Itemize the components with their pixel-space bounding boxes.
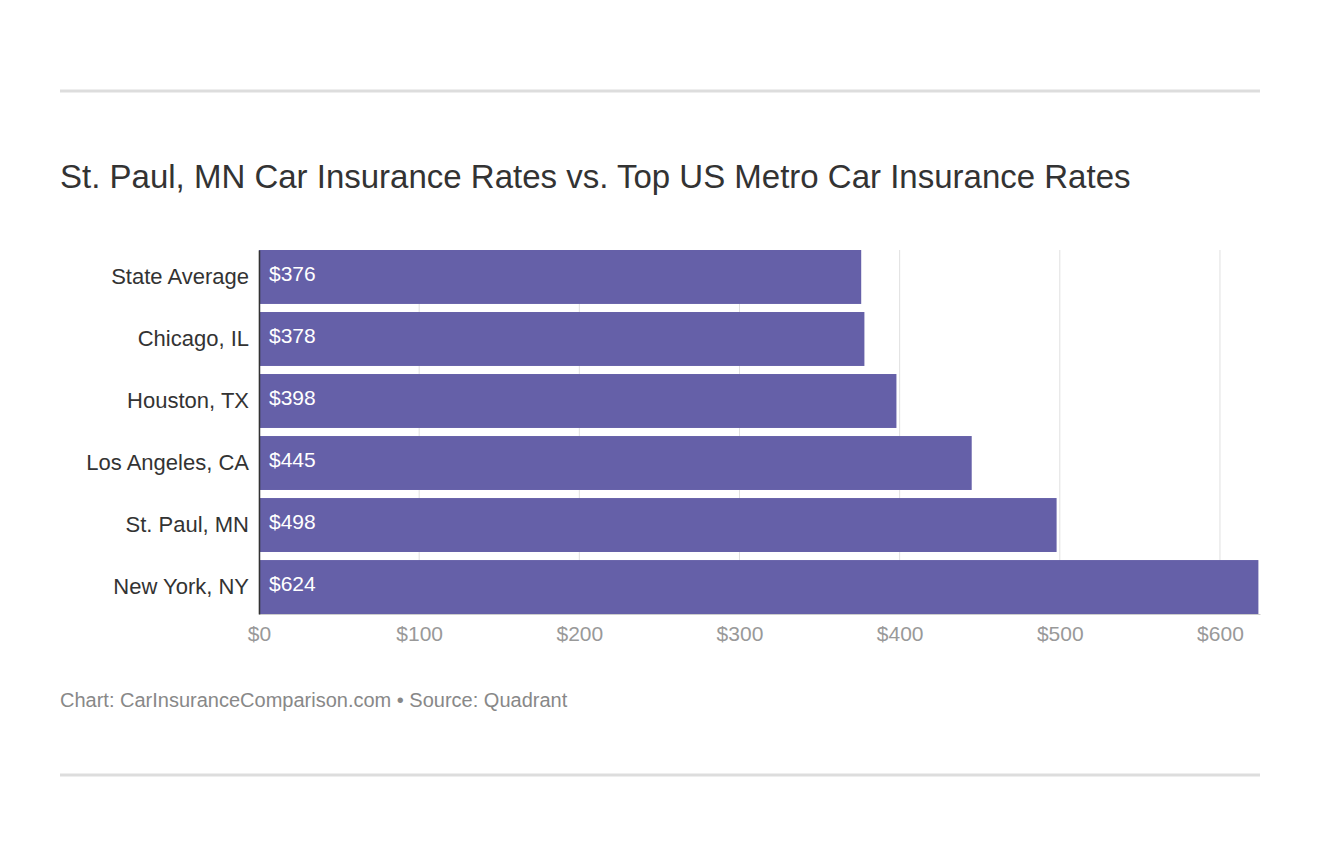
y-tick-label: Houston, TX — [127, 388, 249, 413]
source: Chart: CarInsuranceComparison.com • Sour… — [60, 689, 568, 711]
y-tick: Chicago, IL — [138, 326, 259, 351]
x-tick-label: $200 — [556, 622, 603, 645]
bar — [259, 560, 1258, 614]
y-tick-label: New York, NY — [113, 574, 249, 599]
grid-line — [1219, 250, 1220, 614]
y-tick: Los Angeles, CA — [86, 450, 259, 475]
rule — [60, 90, 1260, 93]
bar — [259, 436, 972, 490]
x-tick-label: $400 — [877, 622, 924, 645]
data-label: $376 — [269, 262, 316, 285]
bar — [259, 250, 861, 304]
x-tick: $200 — [556, 614, 603, 645]
x-tick: $300 — [717, 614, 764, 645]
x-tick: $400 — [877, 614, 924, 645]
grid-line — [739, 250, 740, 614]
bar — [259, 374, 896, 428]
y-tick-label: Los Angeles, CA — [86, 450, 249, 475]
data-label: $498 — [269, 510, 316, 533]
y-tick: Houston, TX — [127, 388, 259, 413]
rule — [60, 774, 1260, 777]
bar — [259, 312, 864, 366]
grid-line — [1059, 250, 1060, 614]
x-tick: $100 — [396, 614, 443, 645]
x-tick: $600 — [1197, 614, 1244, 645]
bars — [259, 250, 1258, 614]
x-axis: $0 $100 $200 $300 $400 $500 $600 — [248, 614, 1261, 645]
x-axis-line — [260, 614, 1261, 615]
y-tick: State Average — [111, 264, 259, 289]
x-tick-label: $600 — [1197, 622, 1244, 645]
x-tick: $500 — [1037, 614, 1084, 645]
y-tick-label: State Average — [111, 264, 249, 289]
grid — [259, 250, 1220, 614]
grid-line — [259, 250, 260, 614]
x-tick-label: $100 — [396, 622, 443, 645]
y-tick: St. Paul, MN — [126, 512, 259, 537]
bar — [259, 498, 1057, 552]
chart: St. Paul, MN Car Insurance Rates vs. Top… — [0, 0, 1320, 856]
data-label: $624 — [269, 572, 316, 595]
y-tick-label: St. Paul, MN — [126, 512, 249, 537]
y-axis: State Average Chicago, IL Houston, TX Los A… — [86, 251, 259, 615]
data-labels: $376 $378 $398 $445 $498 $624 — [269, 262, 316, 595]
y-tick-label: Chicago, IL — [138, 326, 249, 351]
title: St. Paul, MN Car Insurance Rates vs. Top… — [60, 158, 1131, 195]
grid-line — [579, 250, 580, 614]
data-label: $398 — [269, 386, 316, 409]
y-tick: New York, NY — [113, 574, 259, 599]
x-tick: $0 — [248, 614, 271, 645]
y-axis-line — [259, 251, 261, 615]
x-tick-label: $0 — [248, 622, 271, 645]
grid-line — [419, 250, 420, 614]
data-label: $445 — [269, 448, 316, 471]
x-tick-label: $500 — [1037, 622, 1084, 645]
x-tick-label: $300 — [717, 622, 764, 645]
data-label: $378 — [269, 324, 316, 347]
grid-line — [899, 250, 900, 614]
